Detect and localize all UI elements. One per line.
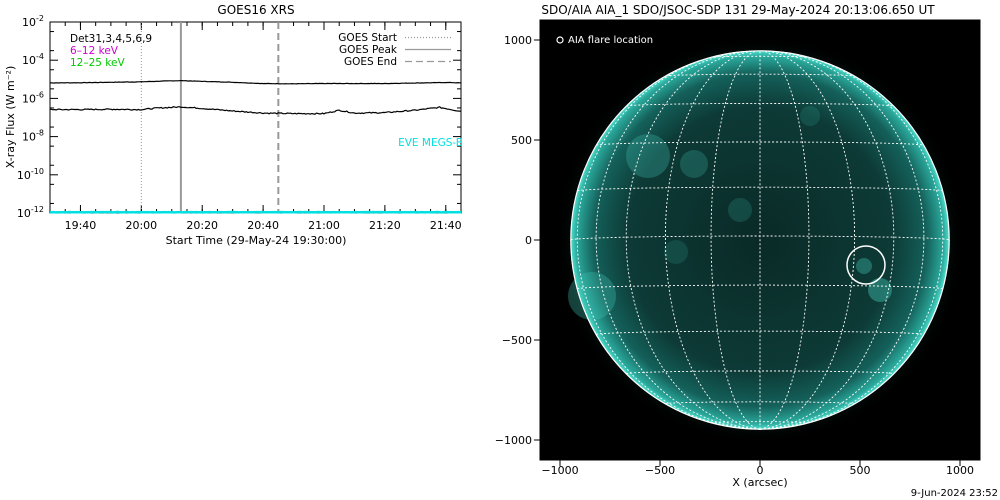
left-chart-xlabel: Start Time (29-May-24 19:30:00) xyxy=(166,234,347,247)
legend-right-label: GOES End xyxy=(344,56,397,68)
x-tick-label: 500 xyxy=(850,464,871,477)
x-tick-label: −500 xyxy=(645,464,675,477)
longitude-gridline xyxy=(576,51,761,430)
active-region xyxy=(800,106,820,126)
latitude-gridline xyxy=(665,401,855,405)
legend-left-entry: 6–12 keV xyxy=(70,45,119,57)
legend-right-label: GOES Peak xyxy=(339,44,398,56)
flare-legend-symbol xyxy=(556,36,564,44)
flare-legend-label: AIA flare location xyxy=(568,35,653,46)
solar-image-area: AIA flare location −1000 −500 0 500 1000 −1000… xyxy=(495,19,981,477)
flare-location-circle xyxy=(846,245,886,285)
left-chart-ylabel: X-ray Flux (W m⁻²) xyxy=(4,66,17,168)
y-tick-label: 10-6 xyxy=(22,90,44,105)
x-tick-label: −1000 xyxy=(541,464,578,477)
left-plot-area: 10-12 10-10 10-8 10-6 10-4 10-2 19:40 20:00 20:2… xyxy=(17,14,463,232)
x-tick-label: 20:20 xyxy=(186,219,218,232)
longitude-gridline xyxy=(759,51,944,430)
x-tick-label: 0 xyxy=(757,464,764,477)
x-tick-label: 21:40 xyxy=(430,219,462,232)
y-tick-label: 10-4 xyxy=(22,52,44,67)
right-chart-xlabel: X (arcsec) xyxy=(732,476,787,489)
longitude-gridline xyxy=(759,50,856,430)
active-region xyxy=(856,258,872,274)
active-region xyxy=(728,198,752,222)
active-region xyxy=(626,134,670,178)
y-tick-label: −500 xyxy=(502,334,532,347)
y-tick-label: 10-2 xyxy=(22,14,44,29)
active-region xyxy=(568,272,616,320)
y-tick-label: −1000 xyxy=(495,434,532,447)
x-tick-label: 19:40 xyxy=(65,219,97,232)
y-tick-label: 10-10 xyxy=(17,167,44,182)
right-chart-title: SDO/AIA AIA_1 SDO/JSOC-SDP 131 29-May-20… xyxy=(541,3,935,17)
footer-timestamp: 9-Jun-2024 23:52 xyxy=(911,488,998,499)
series-line-1 xyxy=(49,106,462,115)
y-tick-label: 1000 xyxy=(504,34,532,47)
longitude-gridline xyxy=(710,50,761,430)
latitude-gridline xyxy=(595,330,925,335)
y-tick-label: 10-12 xyxy=(17,205,44,220)
x-tick-label: 20:00 xyxy=(125,219,157,232)
longitude-gridline xyxy=(759,50,810,430)
legend-left-entry: 12–25 keV xyxy=(70,57,125,69)
active-region xyxy=(664,240,688,264)
x-tick-label: 21:20 xyxy=(369,219,401,232)
legend-right-label: GOES Start xyxy=(338,32,397,44)
longitude-gridline xyxy=(664,50,761,430)
x-tick-label: 1000 xyxy=(946,464,974,477)
y-tick-label: 500 xyxy=(511,134,532,147)
longitude-gridline xyxy=(759,50,895,430)
series-line-0 xyxy=(49,79,462,85)
x-tick-label: 20:40 xyxy=(247,219,279,232)
longitude-gridline xyxy=(625,50,761,430)
x-tick-label: 21:00 xyxy=(308,219,340,232)
left-chart-title: GOES16 XRS xyxy=(217,3,294,17)
y-tick-label: 0 xyxy=(525,234,532,247)
eve-megs-label: EVE MEGS-B xyxy=(398,137,463,149)
solar-limb xyxy=(570,50,950,430)
longitude-gridline xyxy=(759,50,925,430)
latitude-gridline xyxy=(710,421,810,424)
longitude-gridline xyxy=(595,50,761,430)
active-region xyxy=(868,278,892,302)
legend-left-entry: Det31,3,4,5,6,9 xyxy=(70,33,152,45)
active-region xyxy=(680,150,708,178)
y-tick-label: 10-8 xyxy=(22,129,44,144)
